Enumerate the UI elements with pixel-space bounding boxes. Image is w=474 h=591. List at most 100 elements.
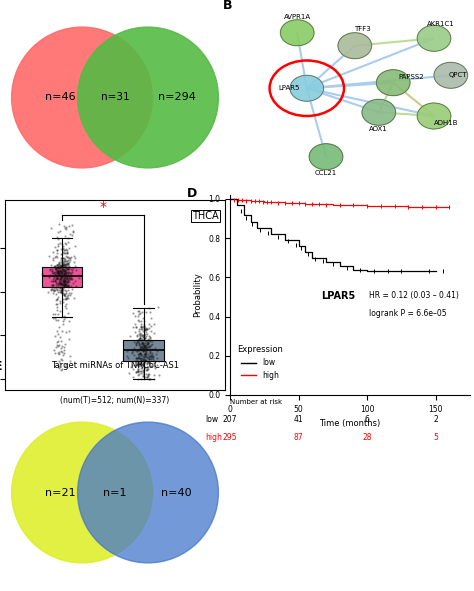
- Point: [58, 280, 66, 290]
- Point: [137, 324, 145, 334]
- Point: [55, 322, 63, 332]
- Point: [62, 256, 70, 266]
- Point: [46, 251, 53, 261]
- Point: [56, 278, 64, 287]
- Point: [65, 272, 73, 281]
- Point: [146, 333, 154, 342]
- Point: [53, 252, 60, 261]
- Point: [66, 268, 73, 278]
- Point: [57, 261, 65, 270]
- Point: [137, 355, 145, 365]
- Point: [55, 268, 62, 278]
- Point: [145, 371, 152, 381]
- Point: [57, 260, 64, 269]
- Point: [137, 357, 144, 366]
- Text: n=31: n=31: [100, 93, 129, 102]
- Point: [60, 276, 68, 285]
- Point: [53, 316, 60, 325]
- Point: [64, 262, 72, 272]
- Point: [142, 343, 150, 353]
- Point: [49, 314, 57, 323]
- Point: [59, 319, 66, 329]
- Text: B: B: [223, 0, 232, 12]
- Point: [138, 338, 146, 348]
- Point: [56, 278, 64, 287]
- Point: [140, 345, 147, 355]
- Point: [55, 262, 63, 272]
- Point: [58, 268, 66, 277]
- Point: [148, 345, 155, 354]
- Point: [134, 311, 141, 321]
- Point: [60, 245, 68, 255]
- Point: [64, 252, 71, 262]
- Point: [140, 355, 147, 364]
- Point: [125, 369, 133, 378]
- Point: [60, 297, 67, 307]
- Point: [58, 269, 66, 279]
- Point: [141, 325, 149, 335]
- Point: [135, 334, 142, 343]
- Point: [54, 269, 62, 279]
- Point: [154, 353, 161, 362]
- Point: [70, 278, 77, 288]
- Point: [128, 360, 136, 369]
- Point: [64, 308, 72, 317]
- Point: [139, 356, 147, 366]
- Point: [132, 367, 139, 376]
- Point: [54, 336, 62, 346]
- Point: [57, 244, 65, 254]
- Point: [136, 354, 143, 363]
- Point: [136, 348, 144, 358]
- Text: PAPSS2: PAPSS2: [398, 74, 424, 80]
- Point: [61, 312, 69, 322]
- Point: [62, 281, 70, 291]
- Point: [51, 267, 58, 277]
- Point: [61, 279, 69, 288]
- Point: [137, 374, 145, 384]
- Point: [133, 347, 141, 356]
- Point: [136, 309, 144, 318]
- Point: [53, 295, 61, 304]
- Point: [66, 290, 73, 300]
- Point: [150, 358, 157, 368]
- Point: [136, 330, 144, 340]
- Point: [140, 330, 148, 340]
- Point: [64, 280, 72, 290]
- Point: [135, 326, 143, 336]
- Point: [60, 271, 68, 281]
- Point: [49, 268, 56, 278]
- Point: [59, 364, 66, 374]
- Point: [138, 363, 146, 373]
- Point: [53, 299, 61, 309]
- Point: [141, 345, 148, 354]
- Point: [53, 294, 61, 304]
- Point: [49, 284, 56, 294]
- Point: [63, 258, 70, 268]
- Point: [65, 262, 73, 272]
- Point: [59, 277, 66, 286]
- Point: [64, 294, 72, 303]
- Point: [64, 281, 72, 290]
- Point: [55, 310, 62, 319]
- Point: [138, 307, 146, 316]
- Point: [60, 289, 68, 298]
- Point: [65, 257, 73, 267]
- Point: [132, 340, 139, 349]
- Point: [61, 277, 68, 287]
- Point: [145, 357, 152, 366]
- Point: [53, 340, 60, 349]
- Point: [53, 275, 61, 284]
- Point: [58, 265, 66, 274]
- Point: [140, 323, 147, 332]
- Point: [62, 268, 70, 277]
- Point: [148, 352, 155, 362]
- Point: [62, 240, 70, 249]
- Point: [137, 357, 145, 366]
- Text: *: *: [99, 200, 106, 214]
- Point: [57, 261, 64, 271]
- Point: [143, 344, 150, 353]
- Point: [140, 346, 148, 355]
- Point: [57, 346, 64, 355]
- Point: [144, 337, 151, 346]
- Point: [56, 296, 64, 306]
